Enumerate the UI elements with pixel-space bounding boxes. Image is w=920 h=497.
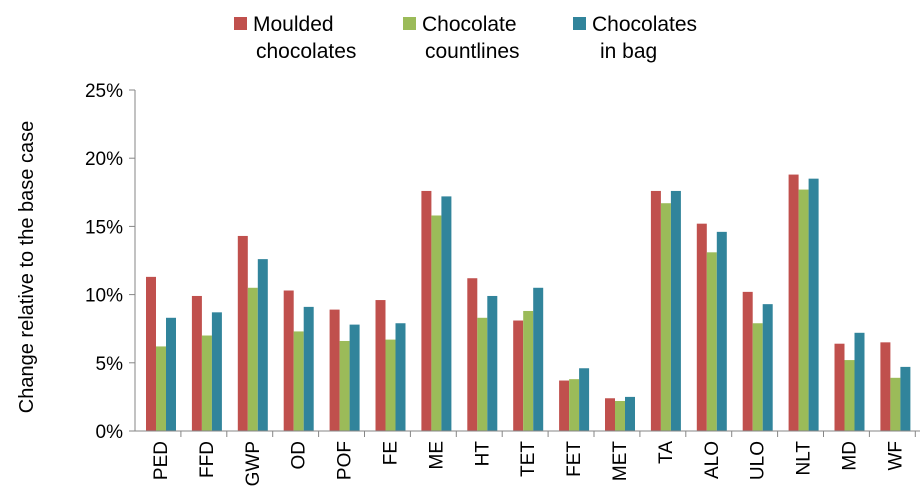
x-tick-label: POF <box>335 441 356 480</box>
bar <box>834 343 845 431</box>
bar <box>742 291 753 431</box>
bar <box>900 366 911 431</box>
bar <box>166 317 176 431</box>
y-tick-label: 5% <box>96 354 124 375</box>
x-tick-label: FET <box>564 441 585 477</box>
bar <box>385 339 396 431</box>
bar <box>303 306 314 431</box>
x-tick-label: WF <box>885 441 906 471</box>
bar <box>880 342 891 431</box>
bars <box>146 174 911 431</box>
bar <box>752 323 763 431</box>
bar <box>625 396 635 431</box>
bar <box>395 323 406 431</box>
bar <box>247 287 258 431</box>
bar <box>146 276 156 431</box>
legend-label: Moulded <box>253 13 334 36</box>
legend-swatch <box>403 17 416 30</box>
legend-label: Chocolates <box>592 13 697 36</box>
bar <box>605 398 615 431</box>
bar <box>201 335 212 431</box>
x-tick-label: TET <box>518 441 539 477</box>
bar <box>615 400 625 431</box>
y-axis-title: Change relative to the base case <box>16 121 38 413</box>
bar <box>798 189 809 431</box>
bar <box>716 231 727 431</box>
x-tick-label: TA <box>656 441 677 464</box>
bar <box>156 346 166 431</box>
y-tick-label: 0% <box>96 422 124 443</box>
legend-label: chocolates <box>256 40 356 63</box>
bar <box>375 300 386 431</box>
legend-swatch <box>234 17 247 30</box>
bar <box>339 340 350 431</box>
bar <box>844 360 855 431</box>
bar <box>191 295 202 431</box>
y-tick-label: 20% <box>85 149 123 170</box>
bar <box>696 223 707 431</box>
bar <box>559 380 570 431</box>
x-tick-label: MD <box>840 441 861 471</box>
bar <box>257 259 268 431</box>
y-tick-label: 15% <box>85 217 123 238</box>
y-axis: 0% 5% 10% 15% 20% 25% <box>85 81 136 443</box>
bar <box>293 331 304 431</box>
bar <box>283 290 294 431</box>
bar <box>329 309 340 431</box>
bar <box>533 287 544 431</box>
bar <box>670 190 681 431</box>
bar <box>477 317 488 431</box>
legend-label: in bag <box>600 40 657 63</box>
bar <box>650 190 661 431</box>
bar <box>808 178 819 431</box>
legend-swatch <box>573 17 586 30</box>
x-tick-label: MET <box>610 441 631 482</box>
x-tick-label: GWP <box>243 441 264 486</box>
bar <box>579 368 590 431</box>
bar <box>431 215 442 431</box>
bar <box>421 190 432 431</box>
legend-label: countlines <box>425 40 520 63</box>
bar <box>788 174 799 431</box>
x-tick-label: PED <box>151 441 172 480</box>
bar <box>211 312 222 431</box>
x-tick-label: ALO <box>702 441 723 479</box>
y-tick-label: 10% <box>85 286 123 307</box>
bar <box>660 203 671 431</box>
x-tick-label: OD <box>289 441 310 470</box>
bar <box>890 377 901 431</box>
bar <box>854 332 865 431</box>
bar <box>762 304 773 431</box>
bar <box>467 278 478 431</box>
bar <box>513 320 524 431</box>
legend-label: Chocolate <box>422 13 517 36</box>
x-tick-label: HT <box>472 441 493 467</box>
bar <box>569 379 580 431</box>
bar <box>523 310 534 431</box>
x-tick-label: FFD <box>197 441 218 478</box>
x-axis: PED FFD GWP OD POF FE ME HT TET FET MET TA ALO ULO NLT… <box>135 430 920 486</box>
x-tick-label: NLT <box>794 441 815 476</box>
bar <box>349 324 360 431</box>
bar <box>706 252 717 431</box>
x-tick-label: FE <box>381 441 402 465</box>
x-tick-label: ULO <box>748 441 769 480</box>
bar <box>487 295 498 431</box>
y-tick-label: 25% <box>85 81 123 102</box>
bar <box>441 196 452 431</box>
x-tick-label: ME <box>426 441 447 470</box>
bar <box>237 235 248 431</box>
legend: Moulded chocolates Chocolate countlines Choc… <box>234 13 697 63</box>
